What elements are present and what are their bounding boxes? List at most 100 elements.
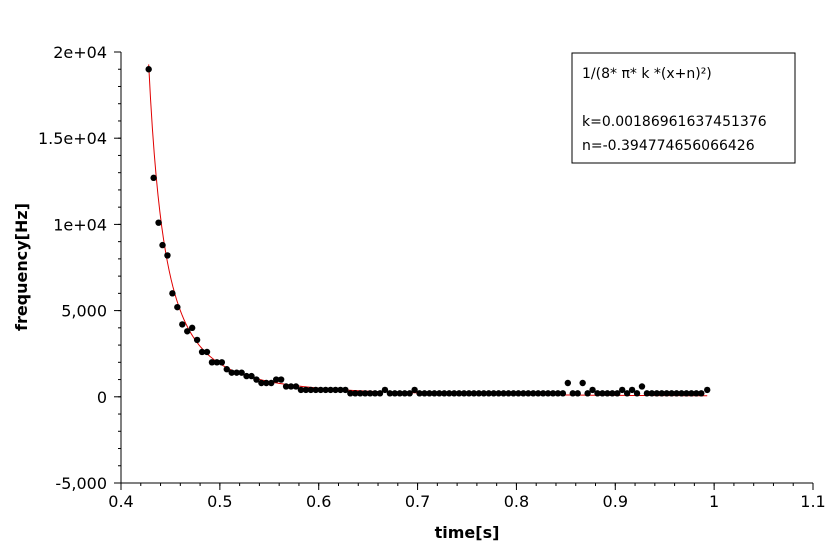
- y-tick-label: 1e+04: [53, 215, 107, 234]
- data-point: [411, 386, 418, 394]
- data-point: [564, 379, 572, 387]
- data-point: [347, 390, 354, 397]
- data-point: [510, 390, 517, 397]
- data-point: [653, 390, 661, 397]
- legend-frame: [571, 52, 796, 164]
- x-tick-label: 0.4: [108, 492, 133, 511]
- data-point: [179, 321, 186, 328]
- data-point: [396, 390, 403, 397]
- x-axis-title: time[s]: [435, 523, 500, 542]
- data-point: [530, 390, 537, 397]
- data-point: [569, 390, 576, 397]
- x-axis: 0.4 0.5 0.6 0.7 0.8 0.9 1 1.1: [108, 482, 826, 511]
- data-point: [658, 390, 665, 397]
- data-point: [337, 386, 344, 394]
- data-point: [238, 369, 245, 376]
- data-point: [273, 376, 280, 383]
- data-point: [164, 252, 171, 259]
- y-tick-label: 1.5e+04: [38, 129, 107, 148]
- x-tick-label: 0.8: [504, 492, 529, 511]
- data-point: [263, 379, 270, 387]
- data-point: [203, 348, 211, 356]
- data-point: [218, 359, 226, 366]
- data-point: [534, 390, 542, 397]
- data-point: [470, 390, 478, 397]
- data-point: [614, 390, 621, 397]
- y-tick-label: 0: [97, 388, 107, 407]
- data-point: [668, 390, 675, 397]
- data-point: [485, 390, 492, 397]
- data-point: [554, 390, 562, 397]
- data-point: [376, 390, 384, 397]
- data-point: [317, 386, 324, 394]
- data-point: [223, 366, 230, 373]
- data-point: [465, 390, 473, 397]
- data-point: [327, 386, 334, 394]
- data-point: [584, 390, 591, 397]
- data-point: [431, 390, 438, 397]
- data-point: [480, 390, 488, 397]
- data-point: [287, 383, 295, 390]
- data-points: [145, 66, 711, 397]
- data-point: [704, 386, 711, 394]
- data-point: [421, 390, 428, 397]
- data-point: [188, 324, 196, 332]
- data-point: [426, 390, 433, 397]
- legend-box: 1/(8* π* k *(x+n)²) k=0.0018696163745137…: [571, 52, 796, 164]
- data-point: [366, 390, 374, 397]
- data-point: [520, 390, 527, 397]
- data-point: [386, 390, 394, 397]
- data-point: [693, 390, 700, 397]
- data-point: [619, 386, 626, 394]
- data-point: [698, 390, 705, 397]
- data-point: [302, 386, 310, 394]
- data-point: [297, 386, 305, 394]
- data-point: [307, 386, 315, 394]
- data-point: [258, 379, 265, 387]
- data-point: [233, 369, 240, 376]
- data-point: [292, 383, 300, 390]
- data-point: [184, 328, 191, 335]
- data-point: [638, 383, 646, 390]
- data-point: [441, 390, 448, 397]
- data-point: [282, 383, 290, 390]
- data-point: [268, 379, 275, 387]
- data-point: [253, 376, 260, 383]
- data-point: [352, 390, 359, 397]
- data-point: [361, 390, 369, 397]
- data-point: [539, 390, 547, 397]
- data-point: [683, 390, 690, 397]
- data-point: [505, 390, 512, 397]
- data-point: [312, 386, 319, 394]
- data-point: [623, 390, 631, 397]
- data-point: [525, 390, 532, 397]
- x-tick-label: 0.9: [603, 492, 628, 511]
- data-point: [406, 390, 413, 397]
- data-point: [322, 386, 329, 394]
- data-point: [213, 359, 221, 366]
- x-tick-label: 0.7: [405, 492, 430, 511]
- data-point: [243, 372, 250, 380]
- data-point: [159, 241, 166, 249]
- data-point: [450, 390, 458, 397]
- data-point: [589, 386, 596, 394]
- y-tick-label: 5,000: [61, 302, 107, 321]
- x-tick-label: 0.5: [207, 492, 232, 511]
- data-point: [208, 359, 216, 366]
- x-tick-label: 1.1: [800, 492, 825, 511]
- data-point: [248, 372, 255, 380]
- x-tick-label: 0.6: [306, 492, 331, 511]
- legend-k-value: k=0.00186961637451376: [582, 114, 767, 130]
- data-point: [663, 390, 670, 397]
- data-point: [193, 336, 201, 344]
- data-point: [332, 386, 339, 394]
- data-point: [174, 303, 181, 311]
- data-point: [609, 390, 616, 397]
- data-point: [342, 386, 349, 394]
- data-point: [228, 369, 235, 376]
- data-point: [544, 390, 552, 397]
- data-point: [549, 390, 557, 397]
- data-point: [436, 390, 443, 397]
- data-point: [381, 386, 389, 394]
- data-point: [604, 390, 611, 397]
